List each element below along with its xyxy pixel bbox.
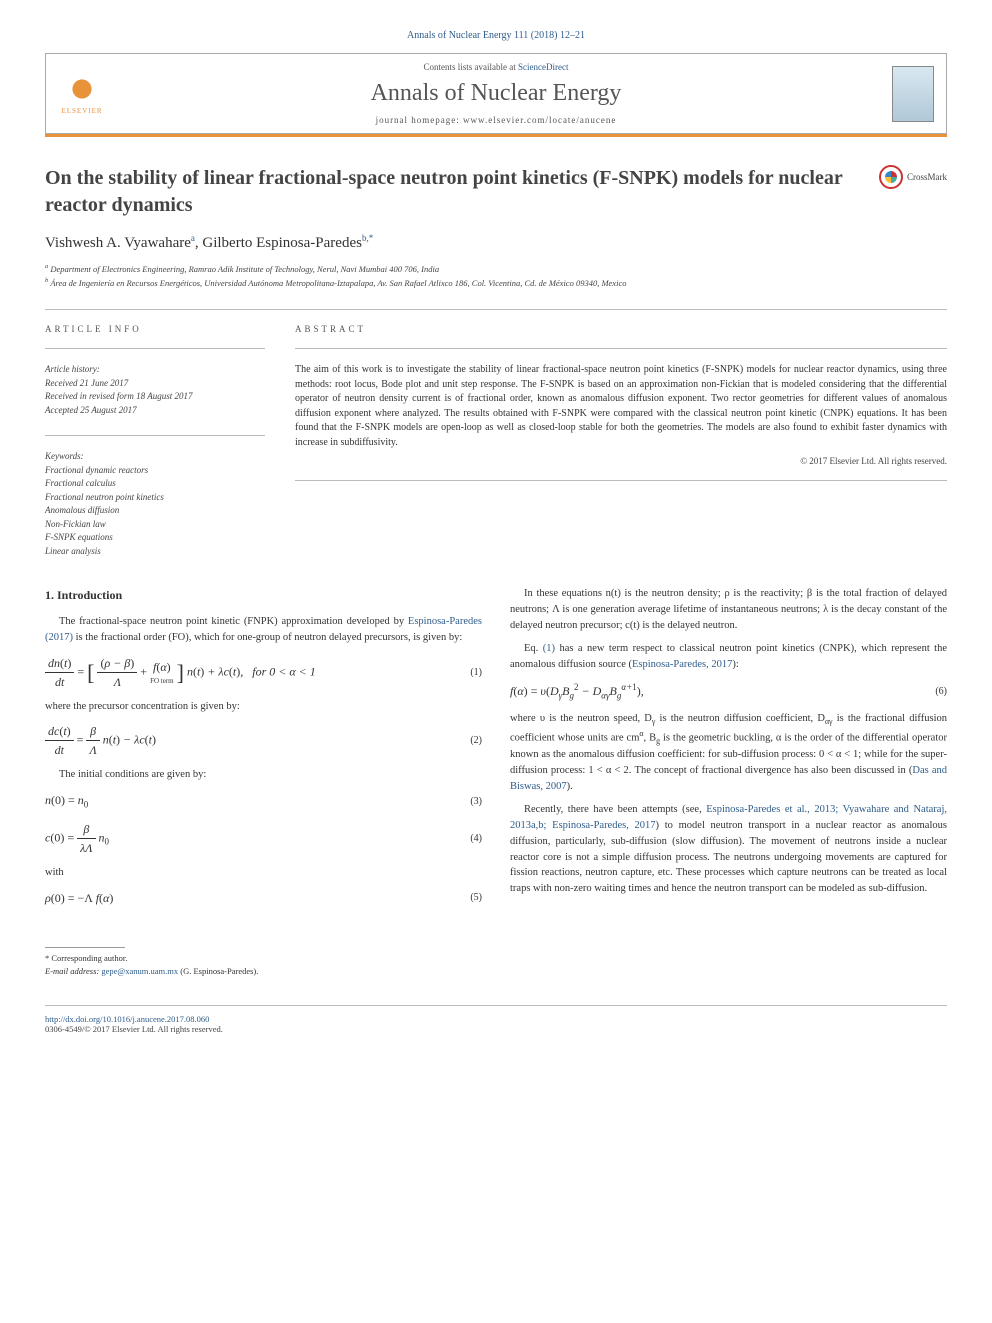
journal-cover-thumb	[892, 66, 934, 122]
eq-ref-link[interactable]: (1)	[543, 643, 555, 654]
footer: http://dx.doi.org/10.1016/j.anucene.2017…	[45, 1005, 947, 1034]
contents-line: Contents lists available at ScienceDirec…	[62, 62, 930, 72]
left-column: 1. Introduction The fractional-space neu…	[45, 586, 482, 977]
equation-4: c(0) = βλΛ n0 (4)	[45, 820, 482, 857]
journal-header-box: ELSEVIER Contents lists available at Sci…	[45, 53, 947, 134]
equation-2: dc(t)dt = βΛ n(t) − λc(t) (2)	[45, 722, 482, 759]
equation-5: ρ(0) = −Λ f(α) (5)	[45, 889, 482, 907]
article-info-label: ARTICLE INFO	[45, 324, 265, 334]
abstract-text: The aim of this work is to investigate t…	[295, 363, 947, 450]
intro-heading: 1. Introduction	[45, 586, 482, 604]
article-history: Article history: Received 21 June 2017 R…	[45, 363, 265, 417]
article-title: On the stability of linear fractional-sp…	[45, 165, 879, 219]
crossmark-icon	[879, 165, 903, 189]
equation-6: f(α) = υ(DγBg2 − DαγBgα+1), (6)	[510, 681, 947, 703]
corresponding-author: * Corresponding author. E-mail address: …	[45, 947, 482, 978]
journal-name: Annals of Nuclear Energy	[62, 80, 930, 107]
right-column: In these equations n(t) is the neutron d…	[510, 586, 947, 977]
equation-1: dn(t)dt = [ (ρ − β)Λ + f(α)FO term ] n(t…	[45, 654, 482, 691]
affiliations: a Department of Electronics Engineering,…	[45, 262, 947, 289]
authors: Vishwesh A. Vyawaharea, Gilberto Espinos…	[45, 233, 947, 252]
homepage-line: journal homepage: www.elsevier.com/locat…	[62, 115, 930, 125]
equation-3: n(0) = n0 (3)	[45, 791, 482, 812]
keywords: Keywords: Fractional dynamic reactors Fr…	[45, 450, 265, 558]
homepage-url[interactable]: www.elsevier.com/locate/anucene	[463, 115, 616, 125]
elsevier-logo: ELSEVIER	[58, 65, 106, 123]
abstract-label: ABSTRACT	[295, 324, 947, 334]
crossmark-badge[interactable]: CrossMark	[879, 165, 947, 189]
doi-link[interactable]: http://dx.doi.org/10.1016/j.anucene.2017…	[45, 1014, 209, 1024]
abstract-copyright: © 2017 Elsevier Ltd. All rights reserved…	[295, 456, 947, 466]
citation-header: Annals of Nuclear Energy 111 (2018) 12–2…	[45, 30, 947, 41]
divider	[45, 309, 947, 310]
sciencedirect-link[interactable]: ScienceDirect	[518, 62, 568, 72]
email-link[interactable]: gepe@xanum.uam.mx	[101, 966, 178, 976]
orange-divider	[45, 134, 947, 137]
ref-link[interactable]: Espinosa-Paredes, 2017	[632, 659, 732, 670]
